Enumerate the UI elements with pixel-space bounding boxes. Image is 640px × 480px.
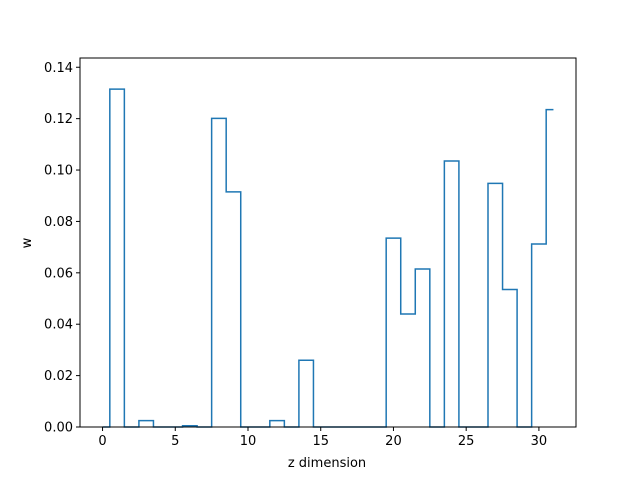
y-tick-label: 0.14 [44,61,73,76]
y-tick-label: 0.10 [44,164,73,179]
y-tick-label: 0.02 [44,369,73,384]
x-tick-label: 25 [458,434,475,449]
axes-frame [79,57,577,428]
y-axis-label: w [20,237,35,248]
x-tick-label: 0 [98,434,106,449]
x-tick-label: 20 [385,434,402,449]
x-axis: 0 5 10 15 20 25 30 [98,427,547,449]
y-tick-label: 0.00 [44,421,73,436]
y-tick-label: 0.12 [44,112,73,127]
plot-area [79,57,577,428]
y-tick-label: 0.06 [44,266,73,281]
x-tick-label: 10 [240,434,257,449]
y-tick-label: 0.08 [44,215,73,230]
y-axis: 0.00 0.02 0.04 0.06 0.08 0.10 0.12 0.14 [44,61,80,436]
x-tick-label: 30 [531,434,548,449]
x-axis-label: z dimension [288,456,366,471]
y-tick-label: 0.04 [44,318,73,333]
x-tick-label: 5 [171,434,179,449]
x-tick-label: 15 [312,434,329,449]
